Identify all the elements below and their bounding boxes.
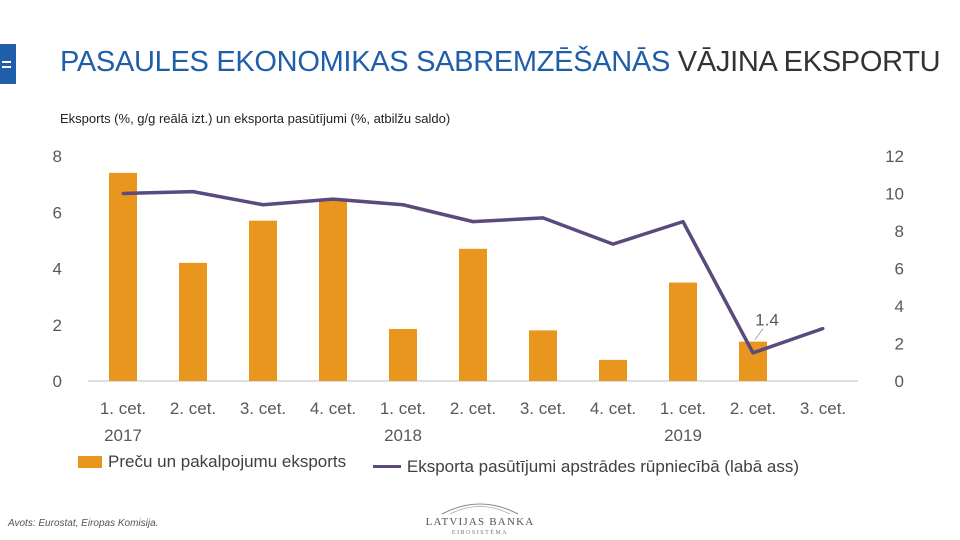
x-tick-label: 2. cet. xyxy=(450,399,496,418)
chart-subtitle: Eksports (%, g/g reālā izt.) un eksporta… xyxy=(60,111,451,126)
x-tick-label: 3. cet. xyxy=(800,399,846,418)
logo-arc-icon xyxy=(441,503,519,515)
orders-point xyxy=(611,242,615,246)
x-tick-label: 1. cet. xyxy=(660,399,706,418)
chart-legend: Preču un pakalpojumu eksports Eksporta p… xyxy=(78,452,821,477)
left-tick-label: 8 xyxy=(53,147,62,166)
orders-point xyxy=(681,220,685,224)
x-year-label: 2017 xyxy=(104,426,142,445)
page-title: PASAULES EKONOMIKAS SABREMZĒŠANĀS VĀJINA… xyxy=(60,46,941,79)
bank-logo: LATVIJAS BANKA EIROSISTĒMA xyxy=(400,494,560,538)
x-tick-label: 4. cet. xyxy=(590,399,636,418)
right-tick-label: 12 xyxy=(885,147,904,166)
annotation-leader xyxy=(754,328,764,340)
legend-label-orders: Eksporta pasūtījumi apstrādes rūpniecībā… xyxy=(406,456,800,476)
x-year-label: 2018 xyxy=(384,426,422,445)
left-tick-label: 0 xyxy=(53,372,62,391)
export-bar xyxy=(319,201,347,381)
right-tick-label: 8 xyxy=(895,222,904,241)
legend-bar-swatch xyxy=(78,456,102,468)
logo-subtitle: EIROSISTĒMA xyxy=(451,530,509,536)
title-highlight: PASAULES EKONOMIKAS SABREMZĒŠANĀS xyxy=(60,46,671,78)
title-rest: VĀJINA EKSPORTU xyxy=(677,46,941,78)
menu-icon[interactable] xyxy=(0,44,16,84)
export-bar xyxy=(109,172,137,381)
x-tick-label: 3. cet. xyxy=(240,399,286,418)
x-tick-label: 1. cet. xyxy=(380,399,426,418)
logo-name: LATVIJAS BANKA xyxy=(425,516,535,528)
export-bar xyxy=(739,341,767,381)
orders-point xyxy=(191,190,195,194)
orders-point xyxy=(821,327,825,330)
legend-item-orders: Eksporta pasūtījumi apstrādes rūpniecībā… xyxy=(372,456,800,477)
right-tick-label: 0 xyxy=(895,372,904,391)
x-tick-label: 2. cet. xyxy=(170,399,216,418)
right-tick-label: 6 xyxy=(895,260,904,279)
orders-point xyxy=(751,351,755,355)
legend-line-swatch xyxy=(372,465,401,468)
left-tick-label: 4 xyxy=(53,260,62,279)
export-bar xyxy=(389,328,417,381)
source-note: Avots: Eurostat, Eiropas Komisija. xyxy=(8,518,159,529)
data-label: 1.4 xyxy=(755,311,779,330)
x-year-label: 2019 xyxy=(664,426,702,445)
orders-point xyxy=(121,192,125,195)
x-tick-label: 4. cet. xyxy=(310,399,356,418)
export-bar xyxy=(179,262,207,381)
left-tick-label: 6 xyxy=(53,203,62,222)
x-tick-label: 3. cet. xyxy=(520,399,566,418)
export-bar xyxy=(669,282,697,381)
legend-label-exports: Preču un pakalpojumu eksports xyxy=(108,452,347,471)
export-bar xyxy=(249,220,277,381)
orders-point xyxy=(261,203,265,207)
orders-point xyxy=(471,220,475,224)
orders-point xyxy=(331,197,335,201)
right-tick-label: 10 xyxy=(885,185,904,204)
x-tick-label: 1. cet. xyxy=(100,399,146,418)
x-tick-label: 2. cet. xyxy=(730,399,776,418)
export-bar xyxy=(599,359,627,381)
orders-point xyxy=(401,203,405,207)
orders-point xyxy=(541,216,545,220)
legend-item-exports: Preču un pakalpojumu eksports xyxy=(78,452,346,472)
right-tick-label: 2 xyxy=(895,335,904,354)
export-bar xyxy=(459,248,487,381)
right-tick-label: 4 xyxy=(895,297,904,316)
left-tick-label: 2 xyxy=(53,316,62,335)
export-bar xyxy=(529,330,557,381)
